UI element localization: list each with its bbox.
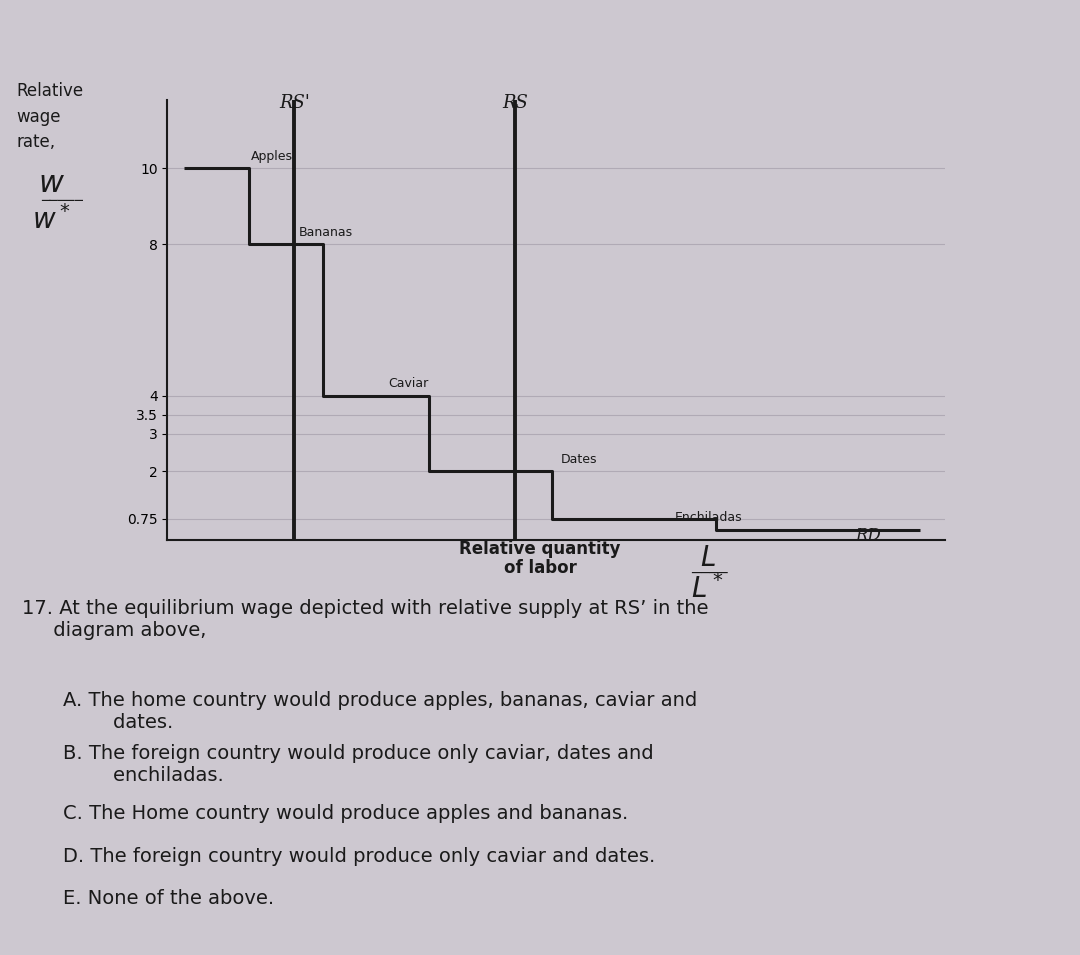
Text: C. The Home country would produce apples and bananas.: C. The Home country would produce apples… — [63, 804, 629, 823]
Text: B. The foreign country would produce only caviar, dates and
        enchiladas.: B. The foreign country would produce onl… — [63, 744, 653, 785]
Text: $\mathit{L}$: $\mathit{L}$ — [700, 545, 715, 572]
Text: E. None of the above.: E. None of the above. — [63, 889, 274, 908]
Text: D. The foreign country would produce only caviar and dates.: D. The foreign country would produce onl… — [63, 846, 656, 865]
Text: Dates: Dates — [561, 453, 597, 466]
Text: $\mathit{w}$: $\mathit{w}$ — [39, 168, 65, 199]
Text: Enchiladas: Enchiladas — [675, 512, 743, 524]
Text: rate,: rate, — [16, 134, 55, 151]
Text: Apples: Apples — [251, 150, 293, 162]
Text: of labor: of labor — [503, 560, 577, 577]
Text: RS: RS — [502, 94, 528, 112]
Text: Relative quantity: Relative quantity — [459, 541, 621, 558]
Text: A. The home country would produce apples, bananas, caviar and
        dates.: A. The home country would produce apples… — [63, 691, 698, 732]
Text: 17. At the equilibrium wage depicted with relative supply at RS’ in the
     dia: 17. At the equilibrium wage depicted wit… — [22, 599, 708, 640]
Text: Caviar: Caviar — [389, 377, 429, 390]
Text: $\mathit{L}^*$: $\mathit{L}^*$ — [691, 574, 724, 605]
Text: Relative: Relative — [16, 82, 83, 99]
Text: Bananas: Bananas — [298, 225, 352, 239]
Text: ─────: ───── — [41, 194, 83, 207]
Text: RS': RS' — [279, 94, 310, 112]
Text: RD: RD — [855, 527, 881, 544]
Text: wage: wage — [16, 108, 60, 125]
Text: ────: ──── — [691, 565, 728, 581]
Text: $\mathit{w}^*$: $\mathit{w}^*$ — [32, 204, 71, 235]
